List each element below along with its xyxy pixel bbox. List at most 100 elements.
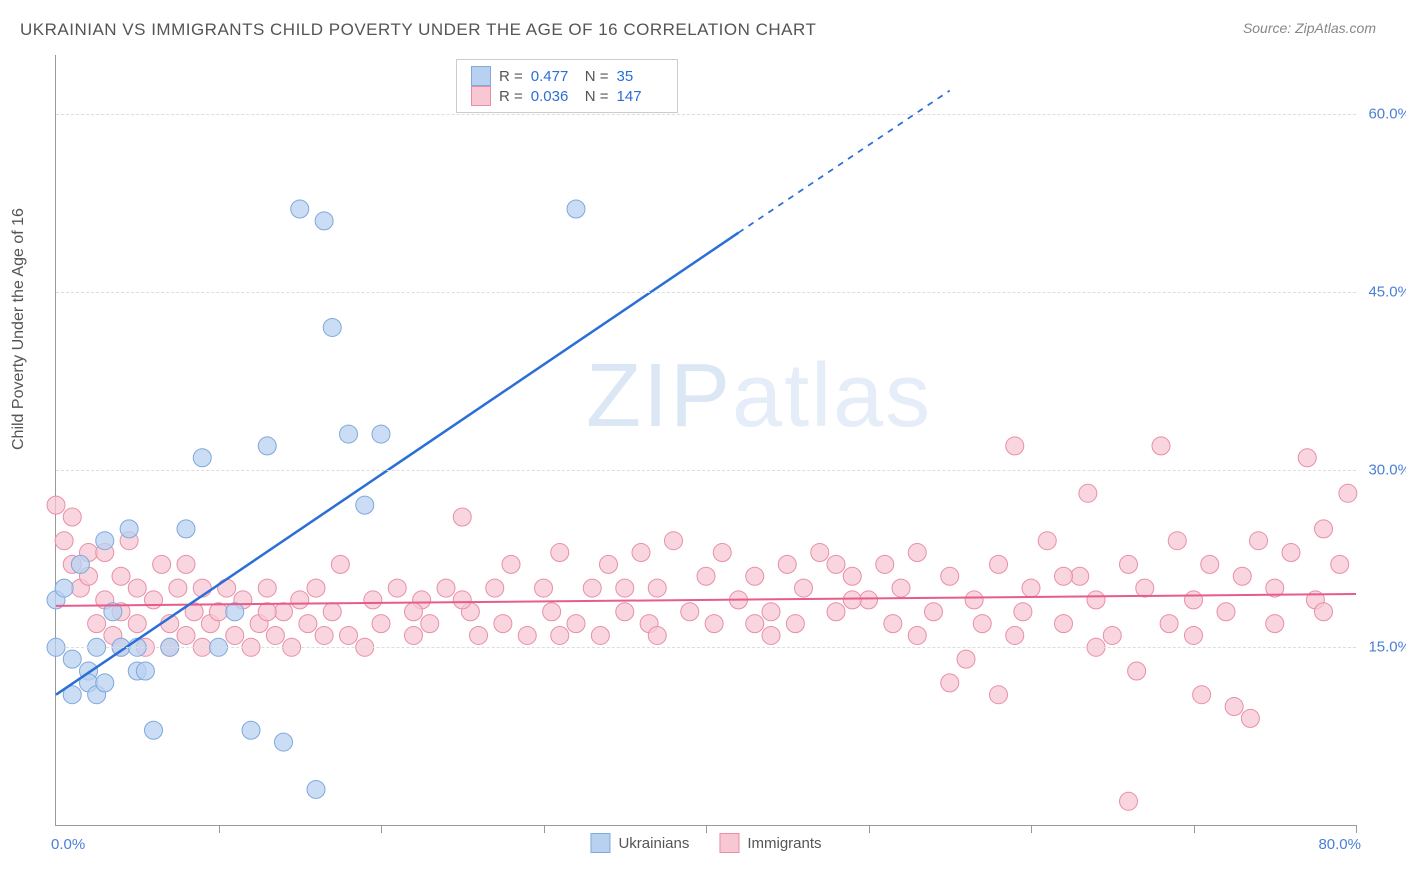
data-point [258,603,276,621]
data-point [266,626,284,644]
data-point [1315,603,1333,621]
data-point [648,579,666,597]
n-label: N = [585,68,609,85]
stats-legend: R = 0.477 N = 35 R = 0.036 N = 147 [456,59,678,113]
x-tick [1356,825,1357,833]
data-point [1103,626,1121,644]
data-point [453,591,471,609]
data-point [908,544,926,562]
data-point [1120,555,1138,573]
data-point [291,591,309,609]
data-point [1168,532,1186,550]
data-point [405,603,423,621]
data-point [941,674,959,692]
data-point [884,615,902,633]
data-point [177,555,195,573]
data-point [1185,591,1203,609]
data-point [600,555,618,573]
data-point [908,626,926,644]
gridline [56,292,1356,293]
data-point [453,508,471,526]
data-point [128,615,146,633]
legend-item-ukrainians: Ukrainians [590,833,689,853]
n-label: N = [585,88,609,105]
data-point [925,603,943,621]
x-tick [381,825,382,833]
data-point [762,626,780,644]
data-point [112,567,130,585]
data-point [1055,567,1073,585]
data-point [665,532,683,550]
legend-label-ukrainians: Ukrainians [618,835,689,852]
data-point [705,615,723,633]
data-point [786,615,804,633]
data-point [218,579,236,597]
data-point [616,603,634,621]
data-point [681,603,699,621]
data-point [583,579,601,597]
data-point [340,425,358,443]
data-point [811,544,829,562]
plot-area: ZIPatlas R = 0.477 N = 35 R = 0.036 N = … [55,55,1356,826]
r-value-immigrants: 0.036 [531,88,577,105]
data-point [364,591,382,609]
data-point [1298,449,1316,467]
y-tick-label: 30.0% [1361,461,1406,478]
data-point [1233,567,1251,585]
data-point [1120,792,1138,810]
data-point [55,579,73,597]
x-tick [869,825,870,833]
data-point [1217,603,1235,621]
data-point [388,579,406,597]
data-point [990,686,1008,704]
data-point [843,591,861,609]
data-point [494,615,512,633]
data-point [136,662,154,680]
n-value-ukrainians: 35 [617,68,663,85]
gridline [56,114,1356,115]
data-point [210,603,228,621]
data-point [632,544,650,562]
x-tick [544,825,545,833]
data-point [1087,591,1105,609]
data-point [876,555,894,573]
data-point [535,579,553,597]
stats-row-immigrants: R = 0.036 N = 147 [471,86,663,106]
data-point [153,555,171,573]
data-point [372,615,390,633]
y-tick-label: 45.0% [1361,283,1406,300]
data-point [340,626,358,644]
data-point [1241,709,1259,727]
data-point [486,579,504,597]
data-point [258,437,276,455]
data-point [1225,698,1243,716]
x-min-label: 0.0% [51,836,85,853]
data-point [1022,579,1040,597]
gridline [56,647,1356,648]
data-point [827,555,845,573]
data-point [96,532,114,550]
trend-line-extrapolated [739,91,950,233]
data-point [120,520,138,538]
data-point [778,555,796,573]
data-point [762,603,780,621]
data-point [331,555,349,573]
plot-svg [56,55,1356,825]
data-point [307,780,325,798]
data-point [957,650,975,668]
data-point [941,567,959,585]
data-point [567,200,585,218]
source-text: Source: ZipAtlas.com [1243,20,1376,36]
legend-label-immigrants: Immigrants [747,835,821,852]
data-point [299,615,317,633]
data-point [827,603,845,621]
series-legend: Ukrainians Immigrants [590,833,821,853]
data-point [63,508,81,526]
data-point [616,579,634,597]
stats-row-ukrainians: R = 0.477 N = 35 [471,66,663,86]
data-point [551,544,569,562]
y-axis-label: Child Poverty Under the Age of 16 [10,208,28,450]
data-point [1315,520,1333,538]
data-point [973,615,991,633]
data-point [1282,544,1300,562]
